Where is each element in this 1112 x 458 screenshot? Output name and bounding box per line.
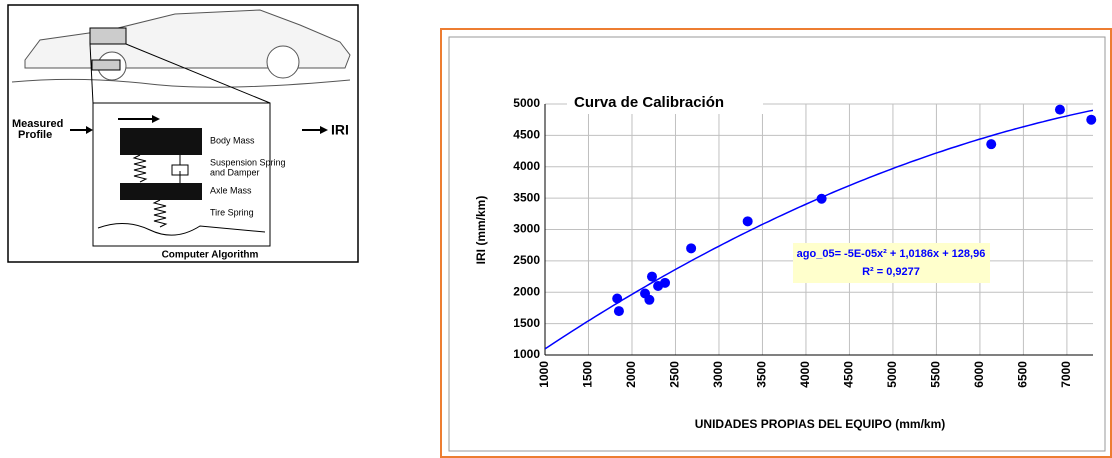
y-tick-label: 4500 (513, 128, 540, 142)
spring (152, 199, 168, 228)
y-tick-label: 4000 (513, 159, 540, 173)
point (742, 216, 753, 227)
y-tick-label: 3000 (513, 222, 540, 236)
label: and Damper (210, 167, 260, 177)
y-axis-label: IRI (mm/km) (474, 196, 488, 265)
x-axis-label: UNIDADES PROPIAS DEL EQUIPO (mm/km) (695, 417, 946, 431)
label: Profile (18, 129, 52, 141)
point (612, 293, 623, 304)
label: Axle Mass (210, 185, 252, 195)
spring (132, 154, 148, 183)
annotation-box (793, 243, 990, 283)
x-tick-label: 1500 (581, 361, 595, 388)
axle-mass-block (120, 183, 202, 200)
x-tick-label: 5000 (885, 361, 899, 388)
label: Body Mass (210, 135, 255, 145)
chart-inner-frame (448, 36, 1106, 452)
chart: 1000 1500 2000 2500 3000 3500 4000 4500 5000 1000… (474, 94, 1097, 431)
title-bg (567, 94, 763, 114)
x-tick-label: 4500 (842, 361, 856, 388)
body-mass-block (120, 128, 202, 155)
label: Measured (12, 118, 63, 130)
y-tick-label: 2000 (513, 284, 540, 298)
car-wheel (266, 45, 300, 79)
y-tick-label: 2500 (513, 253, 540, 267)
point (986, 139, 997, 150)
road (11, 78, 351, 88)
caption: Computer Algorithm (162, 250, 259, 261)
damper (171, 155, 189, 183)
y-tick-label: 3500 (513, 190, 540, 204)
chart-title: Curva de Calibración (574, 94, 724, 111)
x-tick-label: 3000 (711, 361, 725, 388)
zoom-line (89, 43, 94, 104)
point (816, 193, 827, 204)
point (644, 294, 655, 305)
x-tick-label: 6500 (1016, 361, 1030, 388)
y-tick-label: 1500 (513, 316, 540, 330)
profile (97, 223, 266, 236)
mass-icon (89, 27, 127, 45)
point (686, 243, 697, 254)
trend-r2: R² = 0,9277 (862, 266, 920, 278)
mass-icon (91, 59, 121, 71)
x-tick-label: 3500 (755, 361, 769, 388)
point (1086, 114, 1097, 125)
x-tick-label: 4000 (798, 361, 812, 388)
x-tick-label: 6000 (972, 361, 986, 388)
point (646, 271, 657, 282)
label: IRI (331, 122, 349, 138)
diagram: Body Mass Suspension Spring and Damper A… (7, 4, 359, 263)
arrow-head (320, 126, 328, 134)
y-tick-label: 1000 (513, 347, 540, 361)
point (1054, 104, 1065, 115)
zoom-line (125, 43, 271, 104)
x-tick-label: 5500 (929, 361, 943, 388)
x-tick-label: 7000 (1059, 361, 1073, 388)
arrow-head (152, 115, 160, 123)
label: Tire Spring (210, 207, 254, 217)
x-tick-label: 2500 (668, 361, 682, 388)
x-tick-label: 1000 (537, 361, 551, 388)
label: Suspension Spring (210, 157, 286, 167)
chart-frame (440, 28, 1112, 458)
y-tick-label: 5000 (513, 96, 540, 110)
point (613, 306, 624, 317)
arrow-head (86, 126, 93, 134)
point (660, 277, 671, 288)
x-tick-label: 2000 (624, 361, 638, 388)
trend-equation: ago_05= -5E-05x² + 1,0186x + 128,96 (797, 248, 986, 260)
